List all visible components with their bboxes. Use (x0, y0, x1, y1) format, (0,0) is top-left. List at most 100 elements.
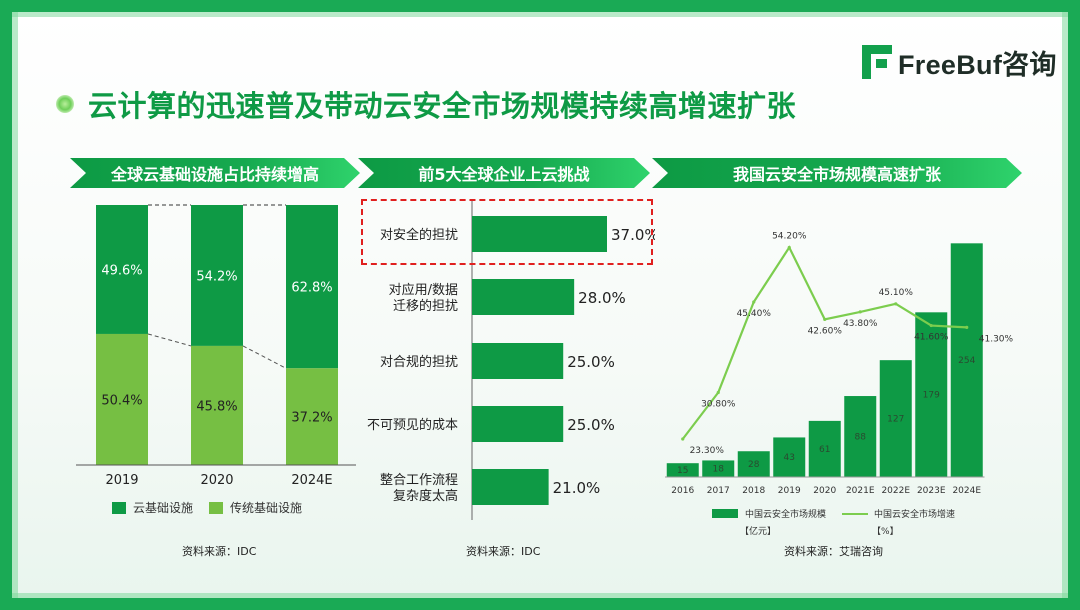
stacked-share-chart: 49.6% 50.4% 2019 54.2% 45.8% 2020 62.8% 37.2% 20… (76, 204, 356, 488)
left-border-stripe (12, 12, 18, 598)
data-label-growth-2018: 45.40% (737, 309, 772, 319)
x-tick-2024E: 2024E (291, 473, 332, 488)
bar-market-size-2020 (808, 420, 841, 477)
bar-challenge-3 (472, 406, 564, 442)
bar-market-size-2022E (879, 360, 912, 477)
legend-label-market-size: 中国云安全市场规模 (745, 510, 827, 520)
data-label-challenge-1: 28.0% (578, 289, 626, 307)
data-label-growth-2022E: 45.10% (879, 288, 914, 298)
data-label-growth-2021E: 43.80% (843, 319, 878, 329)
data-label-market-size-2024E: 254 (958, 356, 975, 366)
legend-label-traditional: 传统基础设施 (230, 501, 303, 515)
chart1-legend: 云基础设施 传统基础设施 (112, 499, 302, 516)
legend-swatch-traditional (209, 501, 224, 514)
bar-market-size-2023E (915, 312, 948, 477)
data-label-traditional-2024E: 37.2% (291, 411, 332, 426)
data-label-growth-2024E: 41.30% (979, 334, 1014, 344)
x-tick-2024E: 2024E (952, 486, 981, 495)
x-tick-2019: 2019 (778, 486, 801, 495)
x-tick-2020: 2020 (200, 473, 233, 488)
title-bullet-icon (56, 95, 74, 113)
legend-swatch-growth (842, 512, 869, 515)
growth-point-2020 (823, 317, 827, 321)
x-tick-2019: 2019 (105, 473, 138, 488)
growth-point-2023E (929, 323, 933, 328)
x-tick-2022E: 2022E (881, 486, 910, 495)
source-note-1: 资料来源：IDC (182, 545, 257, 558)
chart3-legend: 中国云安全市场规模 中国云安全市场增速 (712, 507, 955, 520)
data-label-growth-2017: 30.80% (701, 400, 736, 410)
y-tick-challenge-1-1: 迁移的担扰 (393, 298, 458, 314)
legend-swatch-cloud (112, 501, 126, 514)
data-label-growth-2023E: 41.60% (914, 333, 949, 343)
data-label-market-size-2021E: 88 (855, 433, 867, 443)
y-tick-challenge-1-0: 对应用/数据 (389, 282, 458, 298)
growth-point-2017 (716, 390, 720, 395)
x-tick-2017: 2017 (707, 486, 730, 495)
connector-split-1 (242, 345, 287, 369)
title-row: 云计算的迅速普及带动云安全市场规模持续高增速扩张 (56, 84, 796, 124)
freebuf-logo-icon (862, 45, 892, 79)
logo-text: FreeBuf咨询 (898, 49, 1057, 80)
data-label-growth-2016: 23.30% (690, 446, 725, 456)
legend-label-cloud: 云基础设施 (133, 501, 194, 515)
bar-cloud-2019 (96, 205, 148, 334)
x-tick-2023E: 2023E (917, 486, 946, 495)
data-label-challenge-2: 25.0% (567, 353, 615, 371)
chart3-legend-units: 【亿元】 【%】 (740, 524, 899, 537)
data-label-market-size-2016: 15 (677, 466, 688, 476)
bar-challenge-1 (472, 279, 575, 315)
data-label-market-size-2018: 28 (748, 460, 760, 470)
y-tick-challenge-4-1: 复杂度太高 (393, 488, 458, 504)
growth-point-2016 (681, 437, 685, 441)
data-label-traditional-2019: 50.4% (101, 393, 142, 408)
growth-point-2024E (965, 325, 969, 329)
growth-point-2022E (894, 302, 898, 306)
legend-swatch-market-size (712, 509, 738, 518)
source-note-2: 资料来源：IDC (466, 545, 541, 558)
x-tick-2016: 2016 (671, 486, 694, 495)
data-label-market-size-2023E: 179 (923, 391, 940, 401)
panel-heading-1: 全球云基础设施占比持续增高 (70, 158, 360, 188)
data-label-growth-2019: 54.20% (772, 231, 807, 241)
cn-cloud-security-market-chart: 15 2016 18 2017 28 2018 43 2019 61 2020 88 2021E 127… (665, 231, 1014, 495)
bar-market-size-2017 (702, 460, 735, 477)
x-tick-2020: 2020 (813, 486, 836, 495)
y-tick-challenge-2-0: 对合规的担扰 (380, 354, 458, 370)
bottom-border-stripe (12, 593, 1068, 598)
data-label-market-size-2020: 61 (819, 445, 830, 455)
bar-challenge-2 (472, 343, 564, 379)
y-tick-challenge-0-0: 对安全的担扰 (380, 227, 458, 243)
growth-point-2018 (752, 300, 756, 304)
bar-market-size-2016 (666, 463, 699, 477)
data-label-market-size-2019: 43 (784, 453, 795, 463)
bar-market-size-2018 (737, 451, 770, 477)
data-label-cloud-2024E: 62.8% (291, 281, 332, 296)
page-title: 云计算的迅速普及带动云安全市场规模持续高增速扩张 (88, 89, 797, 123)
data-label-challenge-4: 21.0% (553, 479, 601, 497)
top-border-stripe (12, 12, 1068, 17)
data-label-growth-2020: 42.60% (808, 326, 843, 336)
data-label-cloud-2020: 54.2% (196, 269, 237, 284)
data-label-market-size-2022E: 127 (887, 415, 904, 425)
growth-point-2021E (858, 310, 862, 314)
highlight-box (361, 199, 653, 265)
data-label-challenge-0: 37.0% (611, 226, 655, 244)
y-tick-challenge-4-0: 整合工作流程 (380, 473, 458, 488)
panel-heading-3: 我国云安全市场规模高速扩张 (652, 158, 1022, 188)
data-label-traditional-2020: 45.8% (196, 399, 237, 414)
bar-market-size-2024E (950, 243, 983, 477)
bar-traditional-2020 (191, 345, 243, 465)
bar-challenge-0 (472, 216, 607, 252)
x-tick-2021E: 2021E (846, 486, 875, 495)
bar-market-size-2021E (844, 396, 877, 477)
data-label-cloud-2019: 49.6% (101, 263, 142, 278)
x-tick-2018: 2018 (742, 486, 765, 495)
freebuf-logo: FreeBuf咨询 (862, 42, 1057, 82)
data-label-market-size-2017: 18 (713, 465, 725, 475)
growth-point-2019 (787, 245, 791, 250)
y-tick-challenge-3-0: 不可预见的成本 (367, 417, 458, 433)
bar-traditional-2019 (96, 333, 148, 465)
legend-unit-growth: 【%】 (872, 527, 899, 537)
